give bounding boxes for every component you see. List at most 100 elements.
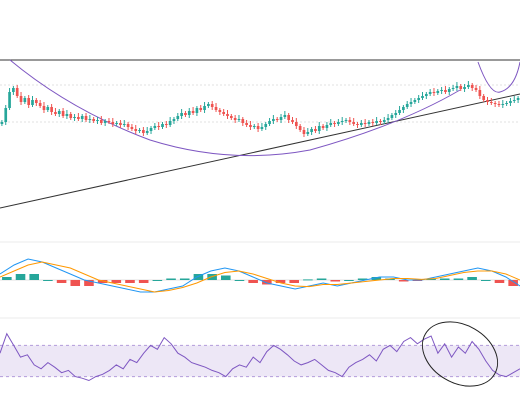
candle-body — [363, 123, 367, 124]
candle-body — [57, 111, 61, 114]
candle-body — [241, 119, 245, 123]
candle-body — [153, 126, 157, 128]
macd-histogram-bar — [179, 278, 190, 280]
candle-body — [382, 120, 386, 122]
candle-body — [252, 126, 256, 127]
candle-body — [61, 111, 65, 116]
candle-body — [432, 92, 436, 93]
candle-body — [226, 114, 229, 116]
macd-histogram-bar — [221, 275, 231, 280]
macd-histogram-bar — [234, 280, 245, 281]
candle-body — [119, 123, 122, 125]
candle-body — [291, 120, 294, 122]
candle-body — [501, 104, 505, 105]
candle-body — [103, 121, 107, 123]
candle-body — [474, 88, 478, 90]
candle-body — [164, 124, 168, 125]
candle-body — [463, 87, 466, 89]
candle-body — [417, 98, 421, 100]
candle-body — [69, 114, 73, 118]
macd-histogram-bar — [508, 280, 518, 286]
macd-histogram-bar — [275, 280, 286, 283]
candle-body — [245, 123, 248, 125]
candle-body — [256, 126, 260, 129]
candle-body — [512, 100, 516, 101]
candle-body — [447, 89, 451, 92]
macd-histogram-bar — [97, 280, 108, 283]
candle-body — [149, 128, 153, 131]
candle-body — [348, 120, 352, 122]
candle-body — [168, 121, 172, 125]
candle-body — [359, 123, 363, 125]
candle-body — [340, 121, 344, 122]
candle-body — [126, 124, 130, 127]
candle-body — [180, 113, 183, 116]
candle-body — [497, 104, 501, 105]
candle-body — [27, 98, 31, 105]
candle-body — [199, 108, 203, 110]
candle-body — [489, 102, 493, 103]
candle-body — [138, 130, 141, 131]
macd-histogram-bar — [262, 280, 272, 285]
candle-body — [356, 124, 359, 125]
candle-body — [379, 121, 382, 122]
candle-body — [237, 119, 241, 120]
arc-line — [9, 59, 461, 157]
candle-body — [73, 117, 76, 118]
candle-body — [65, 114, 69, 116]
macd-histogram-bar — [371, 277, 382, 280]
macd-histogram-bar — [248, 280, 258, 283]
candle-body — [272, 119, 275, 121]
candle-body — [455, 86, 459, 88]
candle-body — [306, 132, 310, 134]
trend-line — [0, 93, 520, 209]
macd-line — [0, 258, 520, 293]
candle-body — [134, 129, 138, 131]
candle-body — [161, 124, 164, 127]
candle-body — [344, 120, 348, 121]
candle-body — [31, 100, 34, 105]
candle-body — [413, 100, 417, 102]
candle-body — [12, 88, 15, 92]
candle-body — [54, 112, 57, 114]
candle-body — [440, 90, 443, 91]
candle-body — [402, 107, 405, 110]
signal-line — [0, 261, 520, 293]
candle-body — [195, 108, 199, 113]
macd-histogram-bar — [303, 279, 313, 281]
candle-body — [436, 91, 440, 93]
candle-body — [8, 92, 11, 108]
candle-body — [130, 127, 134, 129]
candle-body — [268, 121, 271, 124]
rsi-band — [0, 345, 520, 377]
candle-body — [444, 90, 447, 92]
candle-body — [298, 126, 302, 130]
candle-body — [486, 100, 489, 102]
macd-histogram-bar — [467, 277, 477, 280]
macd-histogram-bar — [152, 280, 163, 281]
candle-body — [421, 96, 424, 98]
candle-body — [375, 121, 378, 123]
macd-histogram-bar — [439, 278, 450, 280]
candle-body — [203, 106, 206, 110]
candle-body — [249, 125, 252, 127]
candle-body — [505, 103, 508, 104]
candle-body — [210, 104, 214, 107]
candle-body — [88, 119, 92, 120]
candle-body — [77, 117, 80, 119]
macd-histogram-bar — [2, 277, 12, 280]
candle-body — [157, 126, 161, 127]
candle-body — [409, 102, 413, 104]
candle-body — [394, 113, 398, 115]
macd-histogram-bar — [289, 280, 299, 283]
macd-histogram-bar — [84, 280, 94, 286]
macd-histogram-bar — [29, 274, 39, 280]
candle-body — [4, 108, 8, 122]
macd-histogram-bar — [453, 278, 464, 280]
candle-body — [386, 118, 390, 120]
candle-body — [142, 130, 145, 133]
candle-body — [260, 127, 264, 129]
macd-histogram-bar — [398, 280, 409, 282]
candle-body — [145, 131, 149, 133]
